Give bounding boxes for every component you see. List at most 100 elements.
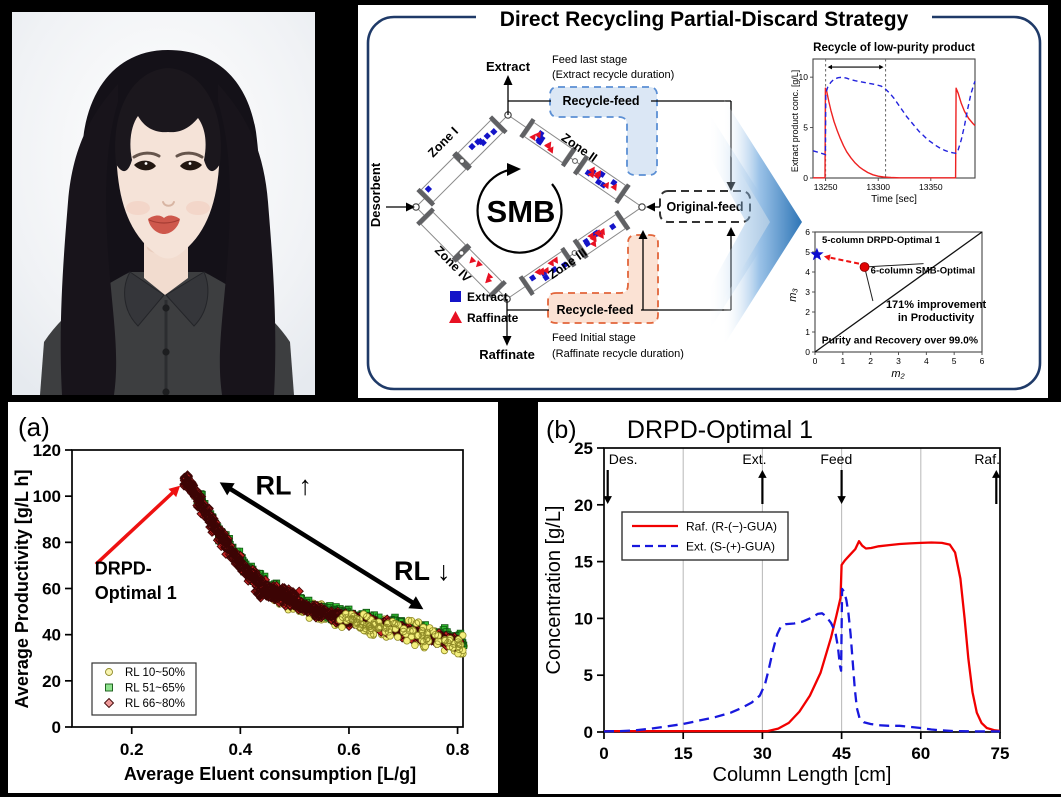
portrait-illustration <box>12 12 315 395</box>
annotation-note: 171% improvement <box>886 299 987 311</box>
x-tick-label: 15 <box>674 744 693 763</box>
x-tick-label: 60 <box>911 744 930 763</box>
nose <box>162 201 175 207</box>
y-tick-label: 20 <box>574 496 593 515</box>
y-tick-label: 5 <box>803 123 808 133</box>
raffinate-marker-icon <box>544 141 552 149</box>
y-tick-label: 80 <box>42 533 61 552</box>
x-tick-label: 13250 <box>814 182 838 192</box>
x-tick-label: 13350 <box>919 182 943 192</box>
raffinate-marker-icon <box>534 131 541 139</box>
extract-marker-icon <box>560 261 569 269</box>
extract-marker-icon <box>529 274 537 282</box>
port-label-Raf: Raf. <box>974 451 1000 467</box>
raffinate-marker-icon <box>602 181 610 190</box>
extract-marker-icon <box>535 136 543 144</box>
hair-bangs <box>115 68 221 172</box>
x-tick-label: 4 <box>924 356 929 366</box>
mini-recycle-xlabel: Time [sec] <box>871 194 917 205</box>
x-tick-label: 13300 <box>866 182 890 192</box>
chart-b-ylabel: Concentration [g/L] <box>543 506 565 675</box>
eye-right <box>180 160 202 171</box>
eye-glint <box>144 162 148 165</box>
raffinate-marker-icon <box>593 229 601 237</box>
raffinate-marker-icon <box>537 267 545 275</box>
y-tick-label: 0 <box>805 347 810 357</box>
chart-b-xlabel: Column Length [cm] <box>713 764 892 786</box>
y-tick-label: 1 <box>805 327 810 337</box>
raffinate-marker-icon <box>598 227 605 236</box>
hair-front-left <box>60 84 118 395</box>
raffinate-marker-icon <box>542 266 550 275</box>
recycle-top-caption-1: Feed last stage <box>552 54 627 66</box>
smb-column <box>572 154 631 205</box>
mini-recycle-ylabel: Extract product conc. [g/L] <box>790 70 800 172</box>
y-tick-label: 40 <box>42 626 61 645</box>
raffinate-marker-icon <box>610 183 617 191</box>
drpd-optimal-label: Optimal 1 <box>95 583 177 603</box>
m2-axis-label: m₂ <box>891 368 905 380</box>
recycle-feed-top-label: Recycle-feed <box>562 94 639 108</box>
x-tick-label: 1 <box>840 356 845 366</box>
y-tick-label: 0 <box>52 718 61 737</box>
raffinate-marker-icon <box>469 256 477 264</box>
y-tick-label: 100 <box>33 487 61 506</box>
smb-label: SMB <box>487 194 556 229</box>
legend-raffinate-label: Raffinate <box>467 311 519 325</box>
x-tick-label: 0.6 <box>337 740 361 759</box>
y-tick-label: 25 <box>574 439 593 458</box>
scatter-series-RL 10~50% <box>336 610 467 658</box>
cheek-blush <box>126 201 150 215</box>
raffinate-marker-icon <box>475 260 483 268</box>
cheek-blush <box>186 201 210 215</box>
chart-a-panel: (a) Average Eluent consumption [L/g] Ave… <box>8 402 498 793</box>
y-tick-label: 60 <box>42 580 61 599</box>
x-tick-label: 0.4 <box>229 740 253 759</box>
collar-left <box>124 271 165 327</box>
strategy-title: Direct Recycling Partial-Discard Strateg… <box>500 8 909 31</box>
chart-b-title: DRPD-Optimal 1 <box>627 416 813 444</box>
y-tick-label: 5 <box>584 666 593 685</box>
x-tick-label: 0 <box>813 356 818 366</box>
legend-item-label: Raf. (R-(−)-GUA) <box>686 520 777 534</box>
extract-port-label: Extract <box>486 59 531 74</box>
port-label-Des: Des. <box>609 451 638 467</box>
point-label: 5-column DRPD-Optimal 1 <box>822 235 941 246</box>
extract-marker-icon <box>550 265 559 274</box>
mini-recycle-title: Recycle of low-purity product <box>813 42 975 54</box>
smb-rotation-arrowhead <box>507 163 521 176</box>
shirt-button <box>162 388 170 395</box>
recycle-region-top <box>549 86 658 176</box>
optimal-star-marker <box>810 247 824 261</box>
raffinate-marker-icon <box>547 259 554 267</box>
m3-axis-label: m₃ <box>787 288 799 302</box>
recycle-feed-bottom-label: Recycle-feed <box>556 303 633 317</box>
raffinate-marker-icon <box>589 234 597 243</box>
smb-column <box>519 117 578 168</box>
x-tick-label: 45 <box>832 744 851 763</box>
original-feed-label: Original-feed <box>666 200 743 214</box>
smb-column <box>518 246 577 296</box>
shirt-button <box>162 304 170 312</box>
y-tick-label: 2 <box>805 307 810 317</box>
smb-column <box>572 210 631 260</box>
legend-item-label: RL 66~80% <box>125 698 185 710</box>
annotation-note: in Productivity <box>898 312 975 324</box>
legend-item-label: Ext. (S-(+)-GUA) <box>686 540 775 554</box>
m2-m3-chart: 0 1 2 3 4 5 6 0 1 2 3 4 5 6 5-column DRPD-Optimal 1 6-c… <box>805 227 986 366</box>
chart-a-xlabel: Average Eluent consumption [L/g] <box>124 764 416 784</box>
y-tick-label: 10 <box>574 609 593 628</box>
recycle-bottom-caption-2: (Raffinate recycle duration) <box>552 348 684 360</box>
lips <box>148 215 180 234</box>
smb-optimal-dot <box>859 262 870 272</box>
recycle-bottom-caption-1: Feed Initial stage <box>552 332 636 344</box>
mouth-line <box>148 219 180 224</box>
shirt-button <box>162 348 170 356</box>
chart-b-legend-box <box>621 511 789 561</box>
extract-marker-icon <box>483 132 491 140</box>
x-tick-label: 0 <box>599 744 608 763</box>
extract-marker-icon <box>594 178 603 186</box>
x-tick-label: 75 <box>991 744 1010 763</box>
recycle-product-chart: 13250 13300 13350 0 5 10 <box>799 58 976 192</box>
legend-extract-label: Extract <box>467 290 508 304</box>
